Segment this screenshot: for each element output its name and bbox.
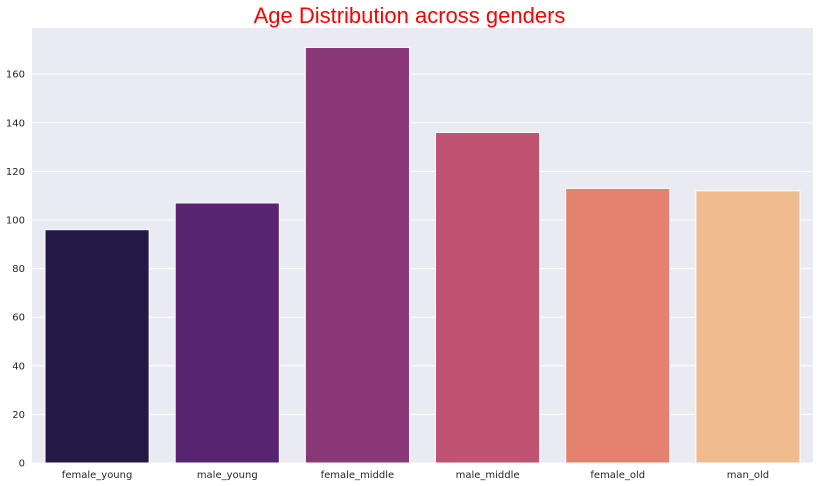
y-tick-label: 60 (12, 313, 25, 324)
grid-lines (32, 73, 813, 464)
bar-female-middle (304, 46, 410, 464)
y-tick-label: 40 (12, 361, 25, 372)
x-tick-label: female_middle (321, 470, 395, 481)
x-tick-label: male_young (197, 470, 258, 481)
y-tick-label: 0 (19, 459, 25, 470)
bar-female-young (44, 229, 150, 464)
y-tick-labels: 0 20 40 60 80 100 120 140 160 (6, 70, 25, 470)
x-tick-label: female_old (590, 470, 645, 481)
y-tick-label: 80 (12, 264, 25, 275)
y-tick-label: 140 (6, 118, 25, 129)
x-tick-labels: female_young male_young female_middle male_… (62, 470, 769, 481)
bar-male-young (174, 202, 280, 464)
bar-female-old (565, 187, 671, 464)
bar-man-old (695, 190, 801, 464)
y-tick-label: 20 (12, 410, 25, 421)
plot-area (32, 28, 813, 463)
bar-male-middle (435, 131, 541, 464)
x-tick-label: man_old (727, 470, 769, 481)
x-tick-label: male_middle (456, 470, 520, 481)
chart-title: Age Distribution across genders (253, 3, 566, 28)
y-tick-label: 120 (6, 167, 25, 178)
y-tick-label: 160 (6, 70, 25, 81)
bars (44, 46, 801, 464)
x-tick-label: female_young (62, 470, 133, 481)
y-tick-label: 100 (6, 215, 25, 226)
